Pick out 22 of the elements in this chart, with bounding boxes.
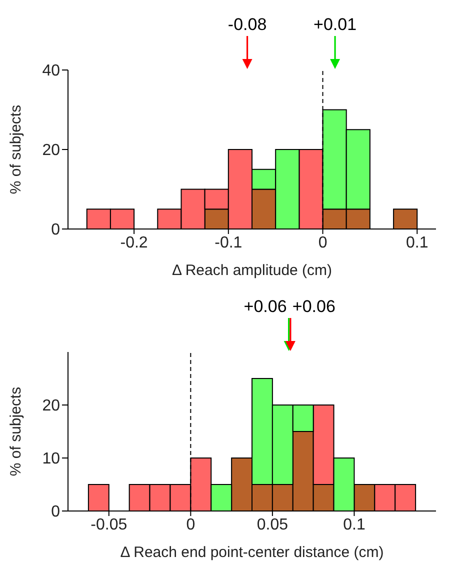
x-axis-title: Δ Reach amplitude (cm): [172, 262, 332, 279]
x-tick-label: 0.1: [343, 516, 366, 534]
x-tick-label: -0.2: [120, 234, 148, 252]
x-tick-label: 0.1: [406, 234, 428, 252]
y-tick-label: 0: [51, 222, 60, 239]
x-tick-label: -0.1: [214, 234, 242, 252]
x-tick-label: 0.05: [256, 516, 288, 534]
y-axis-title: % of subjects: [7, 104, 24, 194]
x-tick-label: 0: [186, 516, 196, 534]
ref-line-label: +0.06: [292, 297, 336, 316]
y-tick-label: 20: [42, 142, 60, 160]
y-tick-label: 10: [42, 450, 60, 468]
ref-line-label: -0.08: [228, 15, 267, 34]
x-tick-label: -0.05: [90, 516, 128, 534]
x-axis-title: Δ Reach end point-center distance (cm): [120, 544, 384, 561]
x-tick-label: 0: [318, 234, 328, 252]
y-axis-title: % of subjects: [7, 386, 24, 476]
ref-line-label: +0.01: [314, 15, 357, 34]
y-tick-label: 20: [42, 398, 60, 415]
y-tick-label: 40: [42, 62, 60, 80]
ref-line-label: +0.06: [244, 297, 287, 316]
y-tick-label: 0: [51, 504, 60, 521]
